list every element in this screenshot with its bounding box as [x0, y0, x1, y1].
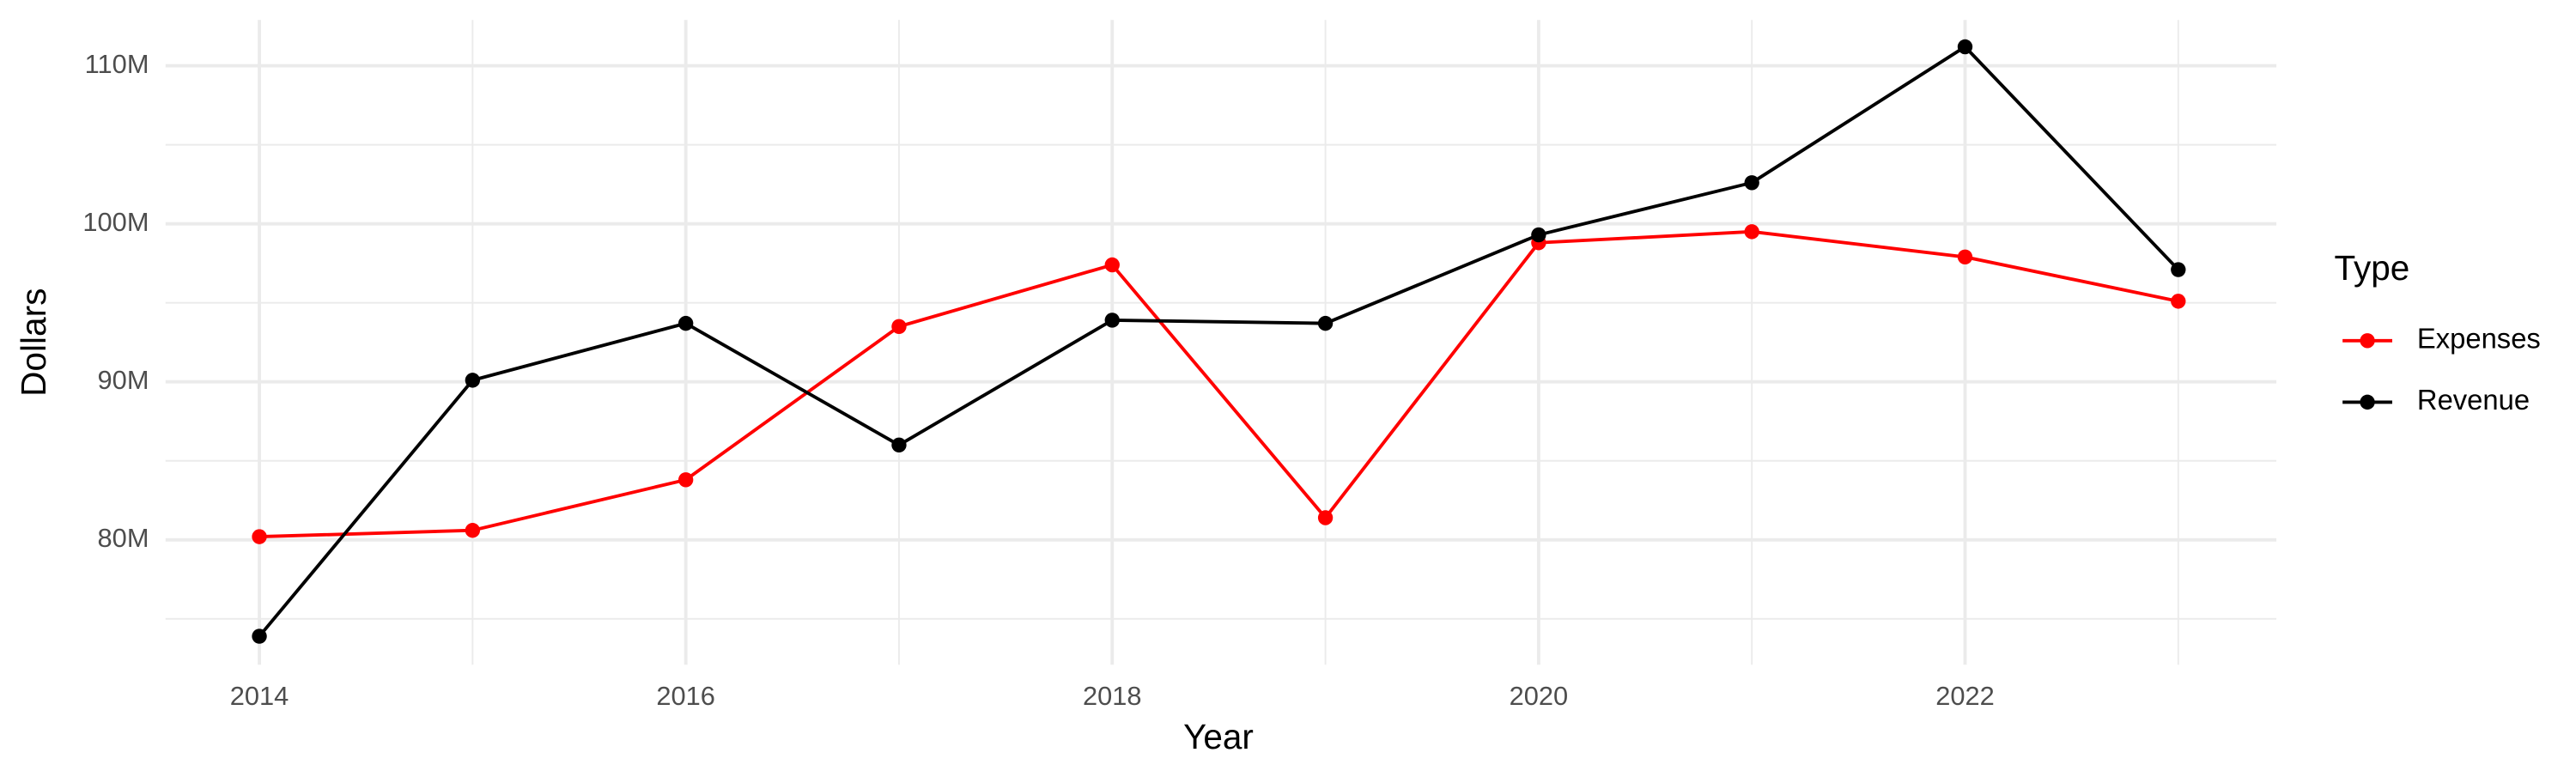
data-point: [1957, 249, 1973, 265]
y-tick-label: 80M: [98, 523, 149, 553]
data-point: [2171, 262, 2186, 277]
legend-title: Type: [2335, 248, 2410, 288]
legend-label: Expenses: [2417, 322, 2541, 354]
data-point: [1744, 224, 1759, 240]
legend-label: Revenue: [2417, 384, 2530, 416]
y-tick-label: 110M: [85, 49, 149, 79]
y-tick-label: 100M: [82, 207, 149, 237]
data-point: [891, 437, 907, 453]
x-tick-label: 2014: [230, 681, 289, 711]
y-axis-title: Dollars: [14, 288, 53, 396]
data-point: [1317, 510, 1334, 525]
x-tick-label: 2022: [1935, 681, 1995, 711]
data-point: [465, 523, 481, 538]
x-axis-title: Year: [1183, 717, 1254, 756]
data-point: [677, 472, 694, 488]
x-tick-label: 2020: [1510, 681, 1569, 711]
x-tick-label: 2018: [1083, 681, 1142, 711]
x-tick-label: 2016: [656, 681, 715, 711]
data-point: [1104, 313, 1120, 328]
series-line: [259, 229, 2179, 539]
data-point: [1957, 39, 1973, 55]
data-point: [465, 373, 481, 388]
data-point: [1317, 315, 1334, 331]
legend-marker: [2360, 333, 2375, 349]
data-point: [891, 319, 907, 335]
data-point: [252, 628, 267, 644]
series-line: [258, 45, 2180, 638]
data-point: [1531, 227, 1546, 243]
data-point: [1104, 257, 1120, 273]
legend-marker: [2360, 394, 2375, 410]
y-tick-label: 90M: [98, 365, 149, 395]
data-point: [677, 315, 694, 331]
data-point: [252, 529, 267, 544]
data-point: [1744, 175, 1759, 191]
data-point: [2171, 294, 2186, 309]
